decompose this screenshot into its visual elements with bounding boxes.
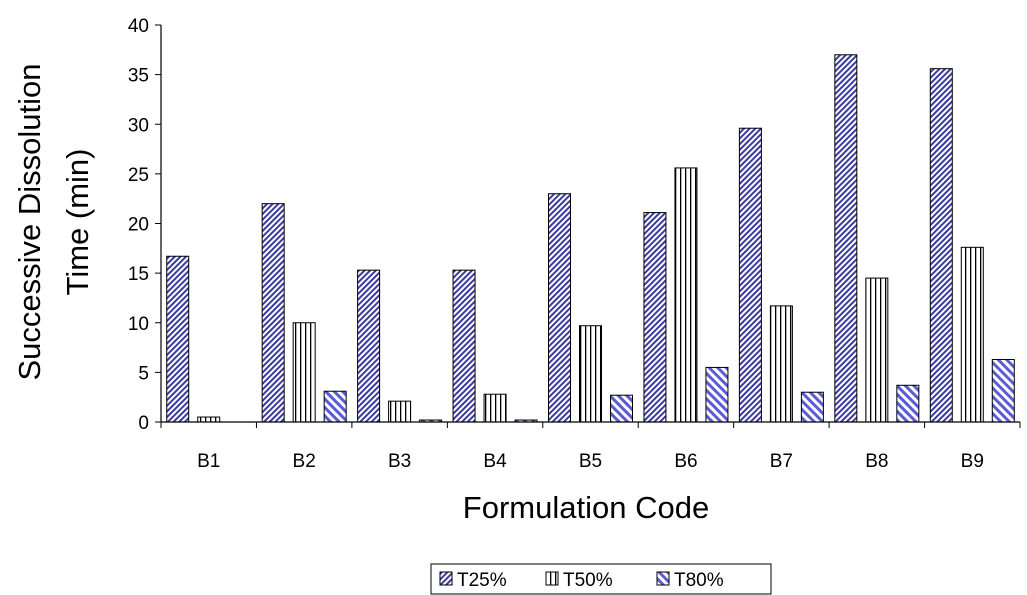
bar-t25pct-b4	[452, 269, 476, 423]
x-tick-label-b3: B3	[388, 451, 411, 472]
bar-t50pct-b3	[388, 400, 412, 423]
axes	[160, 25, 1020, 423]
bar-t25pct-b6	[643, 212, 667, 423]
bar-t80pct-b5	[610, 394, 633, 423]
bar-t80pct-b8	[896, 384, 920, 423]
x-tick-label-b9: B9	[961, 451, 984, 472]
bar-t50pct-b6	[674, 167, 698, 423]
bar-t50pct-b5	[579, 325, 602, 423]
y-tick-label: 25	[128, 165, 149, 186]
bar-t25pct-b8	[834, 54, 858, 423]
legend-label-t50pct: T50%	[563, 570, 613, 591]
y-tick-label: 5	[138, 363, 149, 384]
y-axis-title-line-1: Successive Dissolution	[12, 63, 47, 380]
bar-t25pct-b2	[261, 203, 285, 423]
bar-t25pct-b9	[929, 68, 953, 423]
x-tick-label-b5: B5	[579, 451, 602, 472]
y-axis-title-line-2: Time (min)	[60, 149, 95, 296]
x-tick-label-b7: B7	[770, 451, 793, 472]
bar-t80pct-b6	[705, 366, 729, 423]
legend-label-t25pct: T25%	[457, 570, 507, 591]
x-tick-label-b4: B4	[483, 451, 507, 472]
bar-t50pct-b2	[292, 322, 316, 423]
legend-swatch-t80pct	[656, 571, 670, 586]
y-tick-label: 40	[128, 16, 149, 37]
bar-t50pct-b4	[483, 393, 507, 423]
legend-swatch-t50pct	[545, 571, 559, 586]
legend-label-t80pct: T80%	[674, 570, 724, 591]
x-tick-label-b8: B8	[865, 451, 888, 472]
x-axis-ticks: B1 B2 B3 B4 B5 B6 B7 B8 B9	[160, 422, 1021, 472]
bar-t25pct-b7	[738, 127, 762, 423]
y-axis-title: Successive Dissolution Time (min)	[12, 63, 95, 380]
y-tick-label: 15	[128, 264, 149, 285]
bar-t50pct-b7	[769, 305, 793, 423]
bar-t80pct-b9	[991, 358, 1015, 423]
bar-t25pct-b5	[548, 193, 571, 423]
bar-t50pct-b9	[960, 246, 984, 423]
legend: T25% T50% T80%	[430, 563, 772, 595]
legend-swatch-t25pct	[439, 571, 453, 586]
y-tick-label: 0	[138, 413, 149, 434]
bar-t50pct-b8	[865, 277, 889, 423]
bar-t25pct-b3	[357, 269, 381, 423]
y-tick-label: 35	[128, 66, 149, 87]
legend-box	[430, 563, 772, 595]
y-tick-label: 30	[128, 115, 149, 136]
x-axis-title: Formulation Code	[463, 490, 709, 525]
x-tick-label-b6: B6	[674, 451, 697, 472]
x-tick-label-b1: B1	[197, 451, 220, 472]
y-axis-ticks: 0 5 10 15 20 25 30 35 40	[128, 16, 161, 434]
bars	[166, 54, 1015, 423]
bar-t80pct-b7	[800, 391, 824, 423]
bar-t25pct-b1	[166, 255, 190, 423]
y-tick-label: 20	[128, 215, 149, 236]
bar-t80pct-b2	[323, 390, 347, 423]
bar-t50pct-b1	[197, 416, 221, 423]
y-tick-label: 10	[128, 314, 149, 335]
x-tick-label-b2: B2	[293, 451, 316, 472]
